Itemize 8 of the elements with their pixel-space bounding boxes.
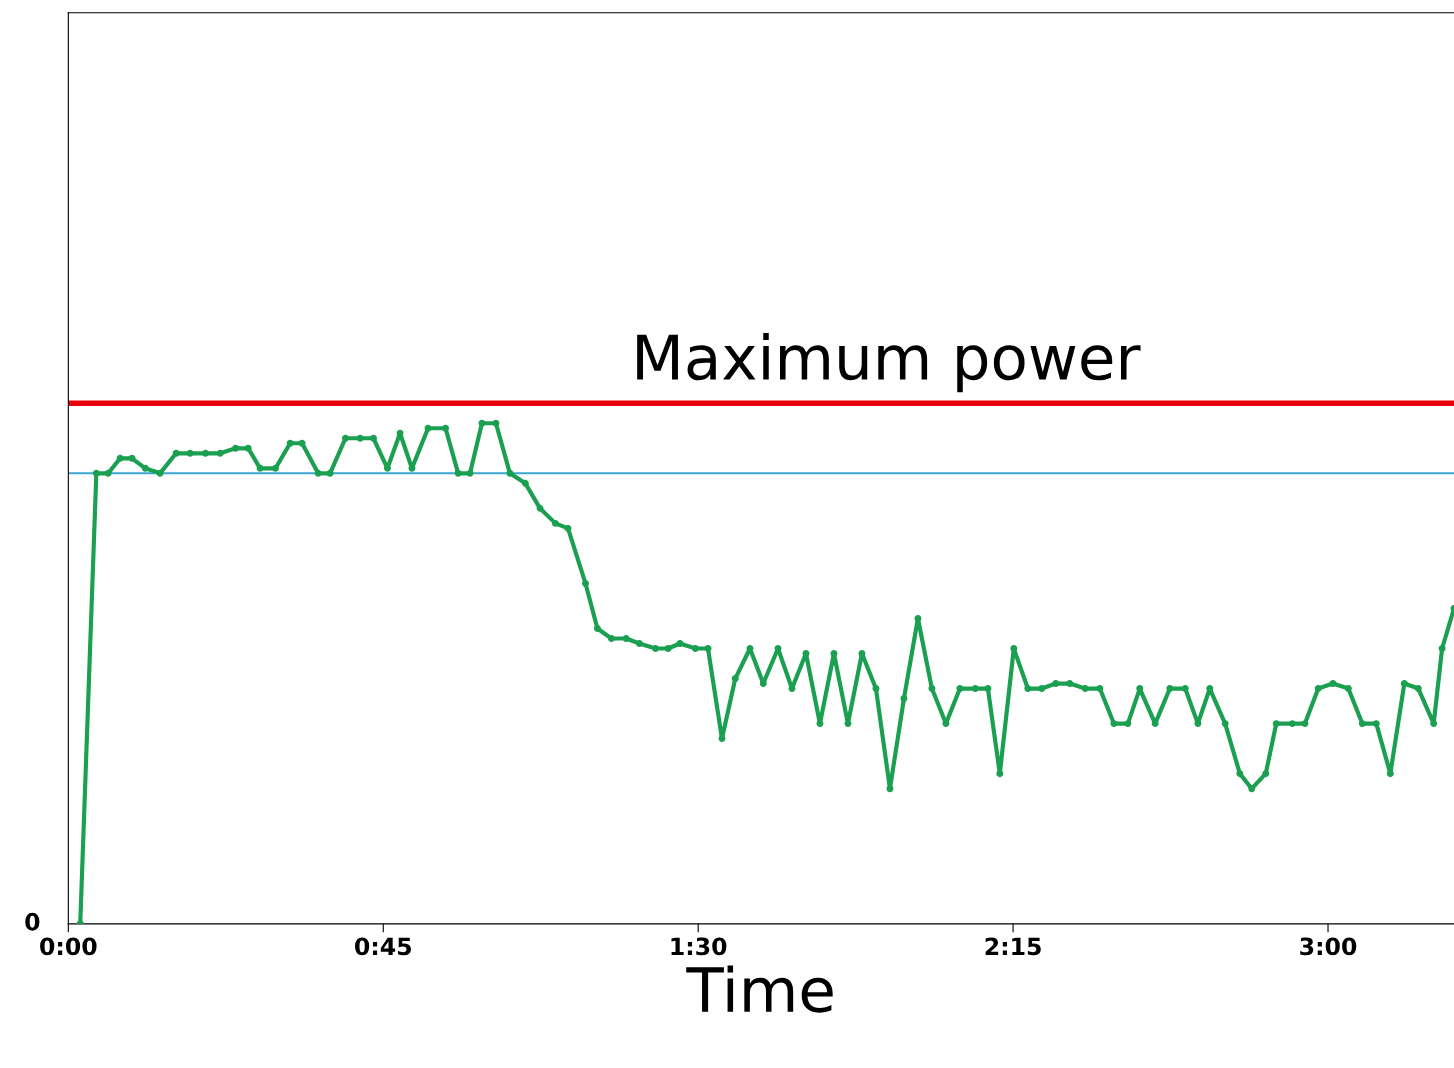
x-tick-label: 0:00 [40, 937, 97, 956]
x-tick-label: 1:30 [671, 937, 727, 956]
x-tick-label: 3:00 [1300, 937, 1357, 956]
x-axis-title: Time [686, 965, 833, 1013]
ref-line-label: Maximum power [637, 332, 1141, 393]
x-tick-label: 0:45 [355, 937, 411, 956]
x-tick-label: 2:15 [985, 937, 1041, 956]
text: 0 [25, 912, 40, 931]
